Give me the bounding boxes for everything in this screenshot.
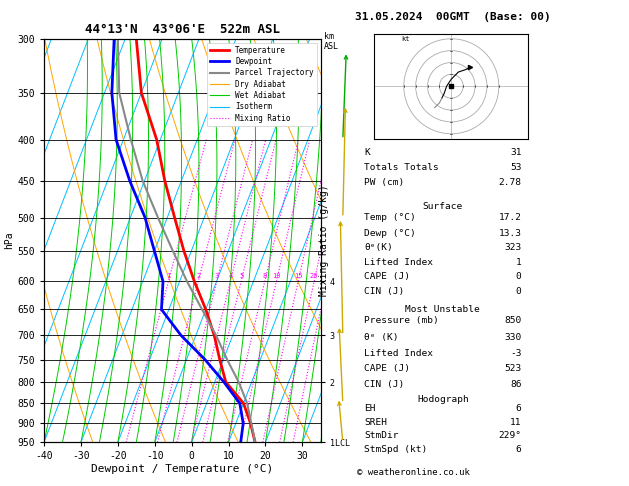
Text: km
ASL: km ASL [324, 32, 339, 51]
Text: 2: 2 [196, 274, 201, 279]
Text: CIN (J): CIN (J) [364, 287, 404, 296]
Text: 850: 850 [504, 316, 521, 326]
Text: CAPE (J): CAPE (J) [364, 273, 410, 281]
Text: Most Unstable: Most Unstable [406, 305, 480, 314]
Text: θᵉ(K): θᵉ(K) [364, 243, 393, 252]
Text: Hodograph: Hodograph [417, 395, 469, 404]
Text: K: K [364, 148, 370, 157]
Text: 17.2: 17.2 [499, 213, 521, 222]
Text: 13.3: 13.3 [499, 228, 521, 238]
Text: kt: kt [401, 36, 410, 42]
Text: 0: 0 [516, 287, 521, 296]
Text: 53: 53 [510, 163, 521, 172]
Text: 3: 3 [214, 274, 219, 279]
Text: StmSpd (kt): StmSpd (kt) [364, 445, 427, 454]
Text: Surface: Surface [423, 202, 463, 211]
Text: θᵉ (K): θᵉ (K) [364, 333, 399, 342]
Text: Totals Totals: Totals Totals [364, 163, 439, 172]
Text: Lifted Index: Lifted Index [364, 348, 433, 358]
Text: StmDir: StmDir [364, 432, 399, 440]
Text: 0: 0 [516, 273, 521, 281]
Text: 1: 1 [516, 258, 521, 267]
Text: CAPE (J): CAPE (J) [364, 364, 410, 373]
Text: 229°: 229° [499, 432, 521, 440]
Text: Mixing Ratio (g/kg): Mixing Ratio (g/kg) [319, 185, 329, 296]
X-axis label: Dewpoint / Temperature (°C): Dewpoint / Temperature (°C) [91, 464, 274, 474]
Text: 6: 6 [516, 404, 521, 413]
Text: 11: 11 [510, 418, 521, 427]
Text: 323: 323 [504, 243, 521, 252]
Text: Temp (°C): Temp (°C) [364, 213, 416, 222]
Legend: Temperature, Dewpoint, Parcel Trajectory, Dry Adiabat, Wet Adiabat, Isotherm, Mi: Temperature, Dewpoint, Parcel Trajectory… [207, 43, 317, 125]
Title: 44°13'N  43°06'E  522m ASL: 44°13'N 43°06'E 522m ASL [85, 23, 280, 36]
Y-axis label: hPa: hPa [4, 232, 14, 249]
Text: Pressure (mb): Pressure (mb) [364, 316, 439, 326]
Text: 8: 8 [263, 274, 267, 279]
Text: EH: EH [364, 404, 376, 413]
Text: 5: 5 [239, 274, 243, 279]
Text: 20: 20 [310, 274, 318, 279]
Text: Dewp (°C): Dewp (°C) [364, 228, 416, 238]
Text: © weatheronline.co.uk: © weatheronline.co.uk [357, 468, 470, 477]
Text: 523: 523 [504, 364, 521, 373]
Text: 4: 4 [228, 274, 233, 279]
Text: -3: -3 [510, 348, 521, 358]
Text: PW (cm): PW (cm) [364, 178, 404, 187]
Text: 10: 10 [272, 274, 281, 279]
Text: CIN (J): CIN (J) [364, 380, 404, 389]
Text: 330: 330 [504, 333, 521, 342]
Text: 31.05.2024  00GMT  (Base: 00): 31.05.2024 00GMT (Base: 00) [355, 12, 551, 22]
Text: 15: 15 [294, 274, 303, 279]
Text: 86: 86 [510, 380, 521, 389]
Text: SREH: SREH [364, 418, 387, 427]
Text: 2.78: 2.78 [499, 178, 521, 187]
Text: Lifted Index: Lifted Index [364, 258, 433, 267]
Text: 31: 31 [510, 148, 521, 157]
Text: 1: 1 [166, 274, 170, 279]
Text: 6: 6 [516, 445, 521, 454]
